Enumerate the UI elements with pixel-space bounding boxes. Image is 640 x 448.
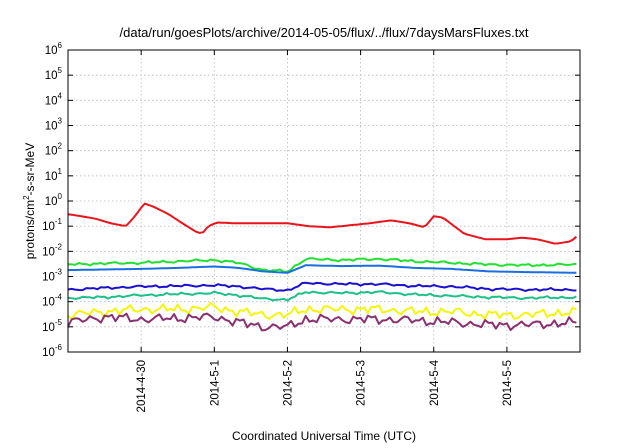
series-line-2 (67, 257, 577, 273)
y-tick-label: 10-4 (42, 293, 62, 309)
y-tick-label: 101 (45, 167, 63, 183)
y-tick-label: 10-2 (42, 242, 62, 258)
y-tick-label: 103 (45, 117, 63, 133)
chart-title: /data/run/goesPlots/archive/2014-05-05/f… (120, 25, 529, 40)
y-tick-label: 10-3 (42, 268, 62, 284)
series-line-3 (67, 264, 577, 274)
series-line-7 (67, 312, 577, 332)
y-axis-label: protons/cm2-s-sr-MeV (22, 143, 37, 259)
y-tick-label: 10-6 (42, 343, 62, 359)
x-tick-label: 2014-5-1 (209, 360, 221, 406)
y-tick-label: 105 (45, 66, 63, 82)
y-tick-label: 10-1 (42, 217, 62, 233)
series-group (67, 202, 578, 332)
x-tick-label: 2014-5-5 (502, 360, 514, 406)
axes: 10-6 10-5 10-4 10-3 10-2 10-1 100 101 102 103 104 1… (42, 41, 580, 412)
y-tick-label: 100 (45, 192, 63, 208)
y-tick-label: 102 (45, 142, 63, 158)
x-tick-label: 2014-5-3 (356, 360, 368, 406)
x-axis-label: Coordinated Universal Time (UTC) (232, 429, 416, 443)
y-tick-label: 10-5 (42, 318, 62, 334)
x-tick-label: 2014-5-2 (282, 360, 294, 406)
x-tick-label: 2014-4-30 (136, 360, 148, 412)
series-line-6 (67, 302, 577, 320)
x-tick-label: 2014-5-4 (429, 359, 441, 406)
series-line-1 (67, 202, 578, 245)
series-line-5 (67, 290, 577, 302)
y-tick-label: 104 (45, 91, 63, 107)
y-tick-label: 106 (45, 41, 63, 57)
series-line-4 (67, 281, 577, 292)
